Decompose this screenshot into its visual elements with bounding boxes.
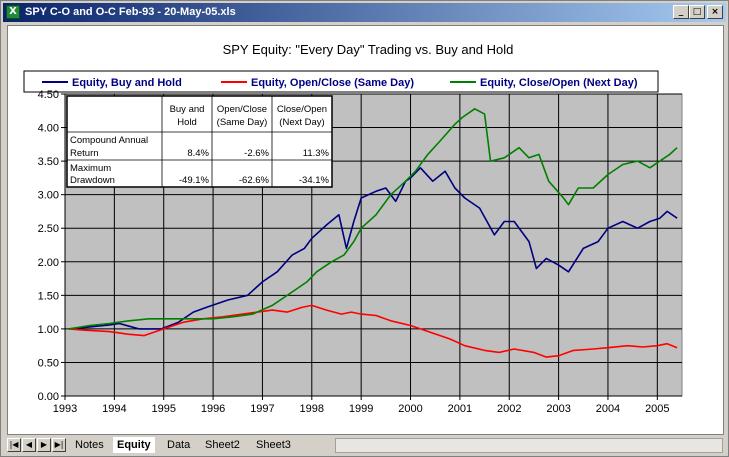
excel-icon[interactable]: X xyxy=(6,5,20,19)
x-tick-label: 1994 xyxy=(102,403,126,415)
table-row-drawdown-label-line2: Drawdown xyxy=(70,175,115,186)
legend-label-close-open: Equity, Close/Open (Next Day) xyxy=(480,77,638,89)
y-tick-label: 3.50 xyxy=(38,156,59,168)
series-line-open-close[interactable] xyxy=(68,304,678,358)
minimize-button[interactable]: _ xyxy=(673,5,689,19)
sheet-tab-bar: |◀ ◀ ▶ ▶| Notes Equity Data Sheet2 Sheet… xyxy=(5,436,726,455)
close-button[interactable]: × xyxy=(707,5,723,19)
table-row-cagr-label-line1: Compound Annual xyxy=(70,135,148,146)
equity-chart[interactable]: SPY Equity: "Every Day" Trading vs. Buy … xyxy=(8,26,723,434)
y-tick-label: 2.50 xyxy=(38,223,59,235)
table-cell-drawdown-buy-hold: -49.1% xyxy=(179,175,210,186)
title-bar: X SPY C-O and O-C Feb-93 - 20-May-05.xls… xyxy=(3,3,726,22)
table-cell-cagr-open-close: -2.6% xyxy=(244,148,269,159)
x-tick-label: 2003 xyxy=(546,403,570,415)
y-tick-label: 4.50 xyxy=(38,89,59,101)
chart-title: SPY Equity: "Every Day" Trading vs. Buy … xyxy=(223,42,514,57)
next-sheet-icon[interactable]: ▶ xyxy=(37,438,51,452)
x-tick-label: 1998 xyxy=(300,403,324,415)
horizontal-scrollbar[interactable] xyxy=(335,438,723,453)
tab-sheet3[interactable]: Sheet3 xyxy=(256,439,291,451)
series-line-close-open[interactable] xyxy=(68,108,678,330)
y-tick-label: 2.00 xyxy=(38,257,59,269)
table-cell-cagr-buy-hold: 8.4% xyxy=(187,148,209,159)
first-sheet-icon[interactable]: |◀ xyxy=(7,438,21,452)
x-tick-label: 1995 xyxy=(151,403,175,415)
table-header-buy-hold-line1: Buy and xyxy=(170,104,205,115)
last-sheet-icon[interactable]: ▶| xyxy=(52,438,66,452)
chart-sheet[interactable]: SPY Equity: "Every Day" Trading vs. Buy … xyxy=(7,25,724,435)
chart-legend[interactable]: Equity, Buy and Hold Equity, Open/Close … xyxy=(23,70,659,93)
prev-sheet-icon[interactable]: ◀ xyxy=(22,438,36,452)
x-tick-label: 2001 xyxy=(448,403,472,415)
y-tick-label: 4.00 xyxy=(38,123,59,135)
x-tick-label: 2005 xyxy=(645,403,669,415)
x-tick-label: 1999 xyxy=(349,403,373,415)
table-row-drawdown-label-line1: Maximum xyxy=(70,163,111,174)
table-header-open-close-line1: Open/Close xyxy=(217,104,267,115)
x-tick-label: 1993 xyxy=(53,403,77,415)
stats-table: Buy and Hold Open/Close (Same Day) Close… xyxy=(66,95,333,188)
x-tick-label: 1996 xyxy=(201,403,225,415)
y-tick-label: 3.00 xyxy=(38,190,59,202)
table-header-open-close-line2: (Same Day) xyxy=(217,117,268,128)
table-header-buy-hold-line2: Hold xyxy=(177,117,197,128)
x-tick-label: 2004 xyxy=(596,403,620,415)
tab-sheet2[interactable]: Sheet2 xyxy=(205,439,240,451)
table-header-close-open-line2: (Next Day) xyxy=(279,117,324,128)
tab-equity[interactable]: Equity xyxy=(113,437,155,453)
table-cell-drawdown-open-close: -62.6% xyxy=(239,175,270,186)
table-header-close-open-line1: Close/Open xyxy=(277,104,327,115)
y-tick-label: 0.00 xyxy=(38,391,59,403)
y-tick-label: 1.00 xyxy=(38,324,59,336)
maximize-button[interactable]: □ xyxy=(689,5,705,19)
y-tick-label: 0.50 xyxy=(38,357,59,369)
table-cell-drawdown-close-open: -34.1% xyxy=(299,175,330,186)
x-tick-label: 2000 xyxy=(398,403,422,415)
table-cell-cagr-close-open: 11.3% xyxy=(303,148,330,159)
window-title: SPY C-O and O-C Feb-93 - 20-May-05.xls xyxy=(25,6,236,18)
x-tick-label: 1997 xyxy=(250,403,274,415)
legend-label-buy-hold: Equity, Buy and Hold xyxy=(72,77,182,89)
tab-data[interactable]: Data xyxy=(167,439,191,451)
x-tick-label: 2002 xyxy=(497,403,521,415)
table-row-cagr-label-line2: Return xyxy=(70,148,99,159)
legend-label-open-close: Equity, Open/Close (Same Day) xyxy=(251,77,414,89)
y-tick-label: 1.50 xyxy=(38,290,59,302)
tab-notes[interactable]: Notes xyxy=(75,439,104,451)
